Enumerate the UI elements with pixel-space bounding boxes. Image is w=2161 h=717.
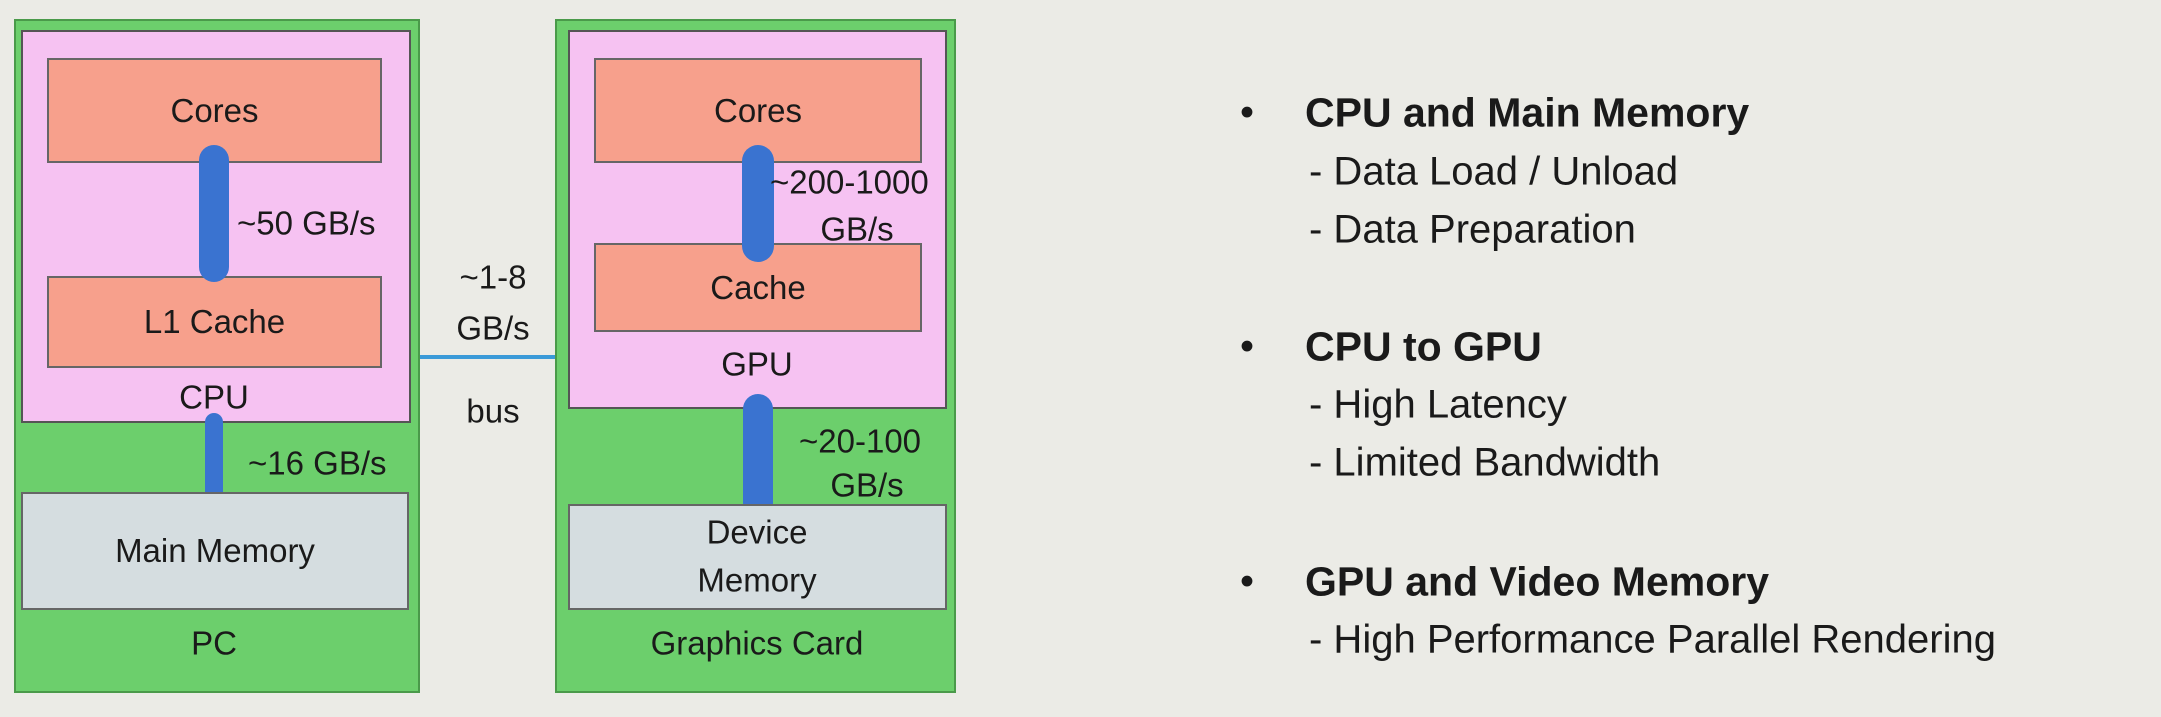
pc-label: PC bbox=[191, 624, 237, 662]
device-memory-label-line1: Device bbox=[706, 513, 808, 551]
bullet-heading: CPU and Main Memory bbox=[1305, 89, 1750, 136]
gpu-cache-bandwidth-line2: GB/s bbox=[820, 210, 894, 248]
gpu-memory-link bbox=[743, 394, 773, 521]
bullet-icon: • bbox=[1240, 90, 1255, 135]
gpu-label: GPU bbox=[721, 345, 793, 383]
cpu-memory-bandwidth: ~16 GB/s bbox=[248, 444, 387, 482]
bus-bandwidth-line2: GB/s bbox=[456, 309, 530, 347]
gpu-cache-bandwidth-line1: ~200-1000 bbox=[770, 163, 929, 201]
bullet-icon: • bbox=[1240, 324, 1255, 369]
bullet-icon: • bbox=[1240, 559, 1255, 604]
gpu-cache-label: Cache bbox=[710, 268, 806, 306]
cpu-label: CPU bbox=[179, 378, 249, 416]
l1-cache-label: L1 Cache bbox=[143, 303, 286, 340]
bus-bandwidth-line1: ~1-8 bbox=[459, 258, 527, 296]
cpu-cache-bandwidth: ~50 GB/s bbox=[237, 204, 376, 242]
gpu-memory-bandwidth-line2: GB/s bbox=[830, 466, 904, 504]
gpu-memory-bandwidth-line1: ~20-100 bbox=[799, 422, 922, 460]
device-memory bbox=[568, 504, 947, 610]
bus-label: bus bbox=[466, 392, 520, 430]
bullet-heading: GPU and Video Memory bbox=[1305, 558, 1770, 605]
bus-line bbox=[420, 355, 558, 359]
cpu-memory-link bbox=[205, 413, 223, 505]
bullet-item: - High Latency bbox=[1309, 382, 1567, 427]
main-memory: Main Memory bbox=[21, 492, 409, 610]
cpu-l1-cache: L1 Cache bbox=[47, 276, 382, 368]
bullet-heading: CPU to GPU bbox=[1305, 323, 1542, 370]
bullet-item: - High Performance Parallel Rendering bbox=[1309, 617, 1996, 662]
gpu-cores-label: Cores bbox=[713, 91, 803, 129]
bullet-item: - Data Load / Unload bbox=[1309, 149, 1679, 194]
device-memory-label-line2: Memory bbox=[697, 561, 817, 599]
bullet-item: - Limited Bandwidth bbox=[1309, 440, 1661, 485]
main-memory-label: Main Memory bbox=[115, 532, 315, 569]
gpu-cores-cache-link bbox=[742, 145, 774, 262]
cpu-cores-cache-link bbox=[199, 145, 229, 282]
cpu-cores-label: Cores bbox=[170, 91, 259, 129]
graphics-card-label: Graphics Card bbox=[650, 624, 864, 662]
bullet-item: - Data Preparation bbox=[1309, 207, 1636, 252]
